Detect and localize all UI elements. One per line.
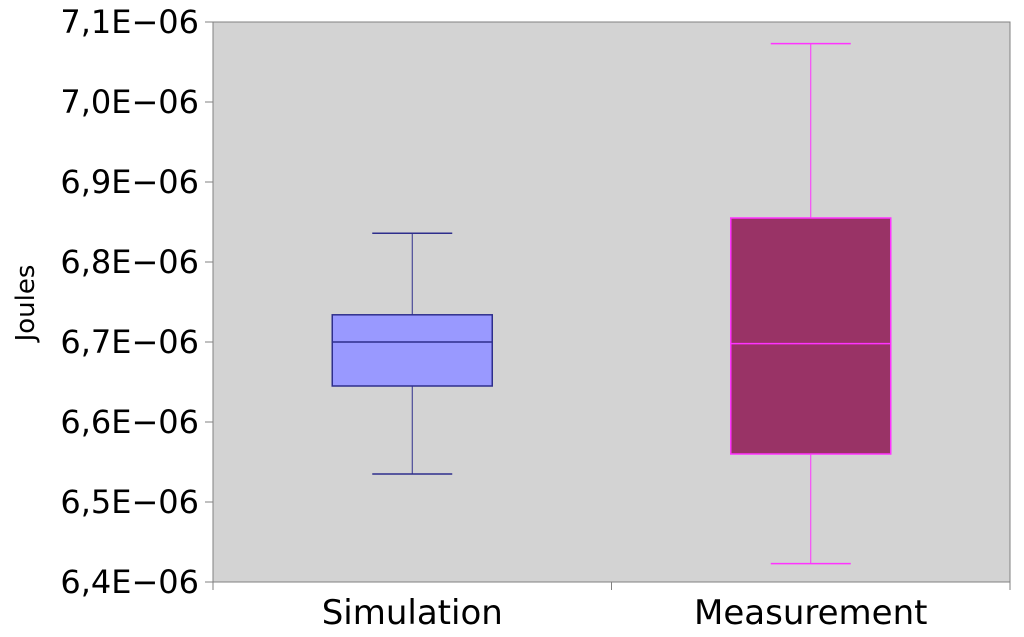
y-tick-label: 6,4E−06	[60, 563, 199, 601]
box-series	[331, 42, 892, 565]
iqr-box	[730, 217, 892, 455]
iqr-box	[331, 314, 493, 387]
y-tick-label: 7,0E−06	[60, 83, 199, 121]
box-measurement	[730, 42, 892, 565]
y-tick-label: 7,1E−06	[60, 3, 199, 41]
y-tick-label: 6,7E−06	[60, 323, 199, 361]
box-simulation	[331, 232, 493, 475]
y-tick-label: 6,5E−06	[60, 483, 199, 521]
x-category-label: Simulation	[322, 593, 503, 633]
y-tick-label: 6,8E−06	[60, 243, 199, 281]
y-axis-title: Joules	[11, 265, 41, 344]
x-category-label: Measurement	[694, 593, 927, 633]
x-axis: Simulation Measurement	[212, 581, 1011, 633]
y-tick-label: 6,9E−06	[60, 163, 199, 201]
y-tick-label: 6,6E−06	[60, 403, 199, 441]
y-axis: 6,4E−06 6,5E−06 6,6E−06 6,7E−06 6,8E−06 6,9E−…	[60, 3, 214, 601]
